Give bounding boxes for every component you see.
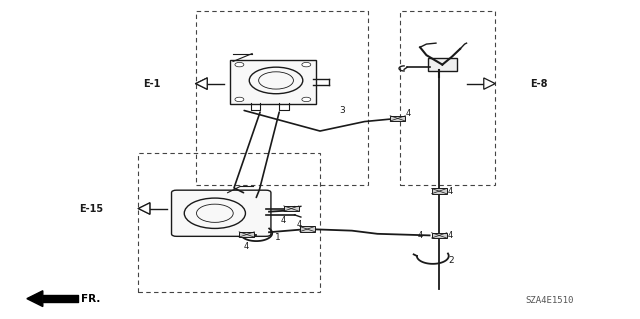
Bar: [239, 232, 254, 237]
Text: 4: 4: [418, 231, 423, 240]
Text: 4: 4: [447, 187, 452, 196]
Bar: [196, 11, 368, 185]
Bar: [300, 226, 315, 232]
Text: 3: 3: [339, 106, 345, 115]
Circle shape: [302, 97, 311, 102]
Bar: [431, 233, 447, 238]
Bar: [390, 116, 405, 121]
Circle shape: [235, 97, 244, 102]
Text: FR.: FR.: [81, 293, 100, 304]
Text: SZA4E1510: SZA4E1510: [525, 296, 573, 305]
Polygon shape: [27, 291, 43, 307]
FancyBboxPatch shape: [428, 58, 457, 71]
Text: 4: 4: [406, 109, 412, 118]
Text: 1: 1: [275, 234, 281, 242]
Text: E-15: E-15: [79, 204, 103, 213]
Circle shape: [302, 63, 311, 67]
Polygon shape: [196, 78, 207, 89]
Text: 2: 2: [449, 256, 454, 265]
Bar: [138, 153, 320, 292]
Text: 4: 4: [447, 231, 452, 240]
Bar: [431, 189, 447, 194]
Bar: [399, 11, 495, 185]
FancyBboxPatch shape: [172, 190, 271, 236]
Text: E-8: E-8: [531, 78, 548, 89]
Text: 4: 4: [280, 216, 285, 226]
FancyBboxPatch shape: [230, 60, 316, 104]
Polygon shape: [138, 203, 150, 214]
Text: E-1: E-1: [143, 78, 161, 89]
Bar: [284, 206, 299, 211]
Polygon shape: [484, 78, 495, 89]
Text: 4: 4: [296, 220, 301, 229]
Text: 4: 4: [244, 242, 250, 251]
Circle shape: [235, 63, 244, 67]
